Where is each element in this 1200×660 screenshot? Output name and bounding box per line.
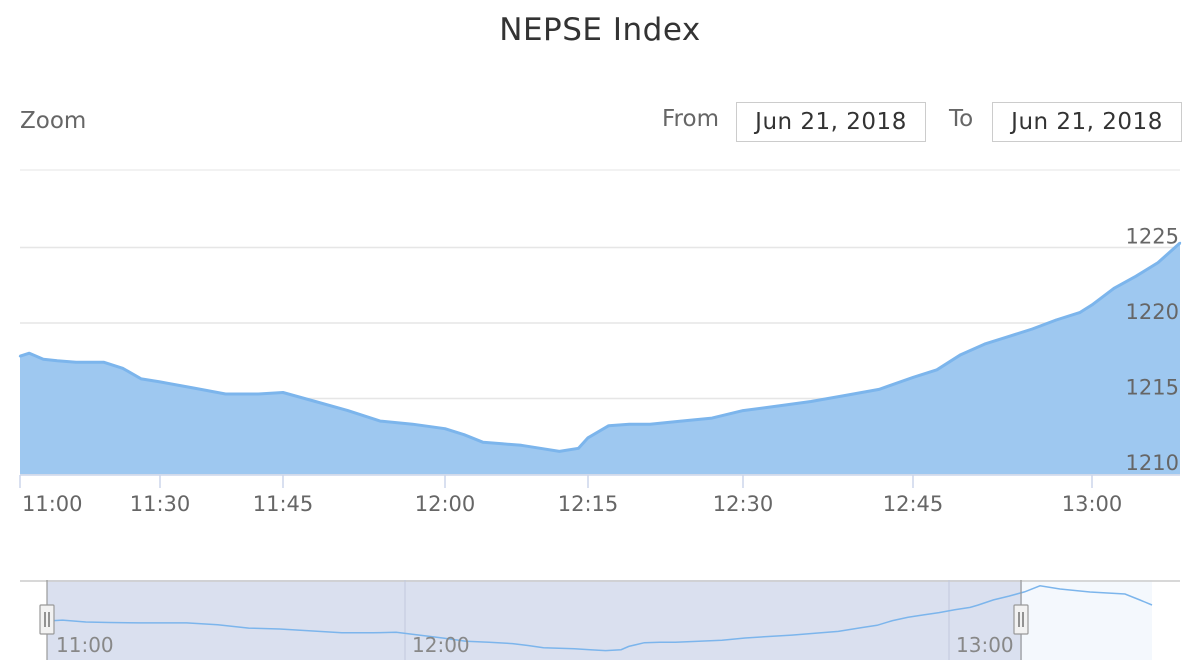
to-label: To xyxy=(949,106,974,132)
x-tick-label: 12:45 xyxy=(883,492,944,516)
data-point xyxy=(983,342,986,346)
data-point xyxy=(911,376,915,379)
to-date-input[interactable]: Jun 21, 2018 xyxy=(992,102,1182,142)
data-point xyxy=(648,423,652,426)
handle-grip[interactable] xyxy=(39,604,55,635)
data-point xyxy=(74,361,78,364)
data-point xyxy=(710,416,714,420)
data-point xyxy=(224,392,227,396)
data-point xyxy=(443,427,447,430)
y-tick-label: 1220 xyxy=(1126,300,1179,324)
data-point xyxy=(281,391,285,394)
data-point xyxy=(809,400,813,403)
zoom-label: Zoom xyxy=(20,108,87,134)
data-point xyxy=(379,419,382,423)
data-point xyxy=(959,353,962,356)
data-point xyxy=(843,394,847,397)
data-point xyxy=(158,380,162,384)
data-point xyxy=(18,355,22,358)
navigator-unselected-area xyxy=(1022,580,1152,660)
data-point xyxy=(628,423,631,426)
data-point xyxy=(1007,335,1010,338)
chart-title: NEPSE Index xyxy=(499,12,701,48)
data-point xyxy=(1090,303,1094,307)
navigator-x-label: 12:00 xyxy=(412,633,470,657)
data-point xyxy=(501,442,504,445)
data-point xyxy=(607,424,610,427)
data-point xyxy=(257,392,260,396)
navigator-x-label: 13:00 xyxy=(956,633,1014,657)
data-point xyxy=(520,444,523,447)
data-point xyxy=(1112,287,1116,290)
data-point xyxy=(462,433,466,436)
data-point xyxy=(679,419,683,423)
navigator-series-line xyxy=(46,585,1153,652)
data-point xyxy=(741,409,745,412)
y-axis: 1225 1220 1215 1210 xyxy=(1126,225,1179,476)
x-tick-label: 12:00 xyxy=(415,492,476,516)
navigator-x-label: 11:00 xyxy=(56,633,114,657)
series-area xyxy=(20,243,1180,474)
navigator: 11:00 12:00 13:00 xyxy=(20,580,1180,660)
data-point xyxy=(558,450,561,453)
x-tick-label: 11:30 xyxy=(130,492,191,516)
x-tick-label: 12:15 xyxy=(558,492,619,516)
data-point xyxy=(1031,327,1034,331)
data-point xyxy=(1134,275,1138,278)
data-point xyxy=(586,436,590,439)
data-point xyxy=(121,367,124,370)
data-point xyxy=(56,359,59,362)
navigator-left-handle[interactable] xyxy=(39,580,55,660)
data-point xyxy=(775,404,779,408)
data-point xyxy=(411,423,414,426)
x-tick-label: 12:30 xyxy=(713,492,774,516)
data-point xyxy=(28,352,31,355)
data-point xyxy=(314,400,317,403)
data-point xyxy=(539,447,542,450)
x-tick-label: 11:00 xyxy=(22,492,83,516)
x-tick-label: 11:45 xyxy=(253,492,314,516)
data-point xyxy=(346,409,349,412)
data-point xyxy=(935,368,939,371)
y-tick-label: 1225 xyxy=(1126,225,1179,249)
plot-area xyxy=(18,241,1182,474)
navigator-right-handle[interactable] xyxy=(1013,580,1029,660)
x-axis: 11:00 11:30 11:45 12:00 12:15 12:30 12:45 13:00 xyxy=(19,474,1180,516)
data-point xyxy=(1078,311,1082,314)
from-label: From xyxy=(662,106,719,132)
data-point xyxy=(1156,261,1160,264)
data-point xyxy=(102,361,106,364)
data-point xyxy=(877,388,881,391)
data-point xyxy=(1178,241,1182,245)
handle-grip[interactable] xyxy=(1013,604,1029,635)
data-point xyxy=(481,441,485,444)
y-tick-label: 1215 xyxy=(1126,376,1179,400)
data-point xyxy=(140,377,143,381)
x-tick-label: 13:00 xyxy=(1062,492,1123,516)
y-tick-label: 1210 xyxy=(1126,451,1179,475)
navigator-selected-range[interactable] xyxy=(47,580,1022,660)
from-date-input[interactable]: Jun 21, 2018 xyxy=(736,102,926,142)
data-point xyxy=(577,447,580,450)
data-point xyxy=(191,386,194,390)
data-point xyxy=(1055,318,1058,322)
data-point xyxy=(42,358,45,361)
